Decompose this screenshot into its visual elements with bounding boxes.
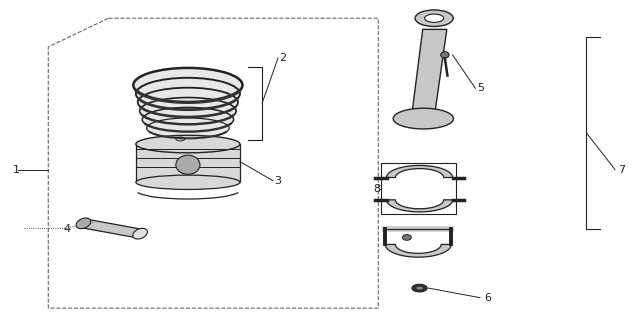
Ellipse shape (416, 286, 424, 290)
Text: 4: 4 (64, 223, 71, 234)
Ellipse shape (136, 78, 240, 110)
Text: 1: 1 (13, 164, 20, 174)
Ellipse shape (76, 218, 91, 229)
Ellipse shape (140, 98, 236, 124)
Ellipse shape (403, 235, 411, 240)
Ellipse shape (412, 284, 427, 292)
Text: 7: 7 (618, 164, 625, 174)
Text: 8: 8 (373, 184, 380, 194)
Ellipse shape (425, 14, 444, 22)
Polygon shape (387, 200, 453, 212)
Ellipse shape (415, 10, 453, 27)
Ellipse shape (136, 135, 240, 153)
Ellipse shape (134, 68, 242, 102)
Polygon shape (385, 244, 452, 257)
Ellipse shape (176, 155, 200, 174)
Polygon shape (80, 219, 143, 238)
Ellipse shape (142, 108, 233, 132)
Ellipse shape (441, 52, 449, 58)
Text: 3: 3 (275, 176, 282, 186)
Text: 6: 6 (485, 293, 492, 303)
Ellipse shape (136, 175, 240, 189)
Ellipse shape (133, 228, 148, 239)
Polygon shape (387, 165, 453, 178)
Ellipse shape (393, 108, 453, 129)
Ellipse shape (147, 118, 229, 138)
Ellipse shape (138, 88, 238, 117)
Polygon shape (412, 29, 447, 114)
Text: 5: 5 (478, 83, 485, 93)
Polygon shape (136, 144, 240, 182)
Text: 2: 2 (280, 53, 287, 63)
